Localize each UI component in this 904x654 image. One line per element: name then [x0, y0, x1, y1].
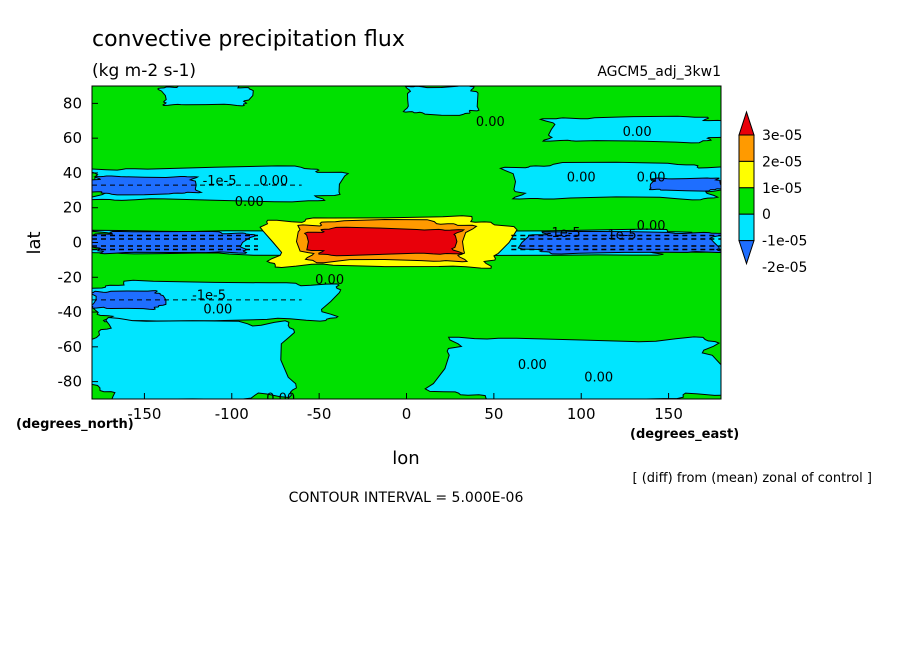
x-axis: -150 -100 -50 0 50 100 150 [127, 393, 683, 423]
contour-fields [92, 86, 721, 399]
x-tick-label: -50 [307, 405, 332, 423]
field-region [303, 226, 466, 257]
y-tick-label: 0 [72, 234, 82, 252]
contour-label: 0.00 [637, 170, 666, 185]
field-region [517, 230, 721, 255]
colorbar-label: 0 [762, 207, 771, 223]
colorbar-arrow-bottom [738, 240, 755, 266]
x-tick-label: 0 [402, 405, 412, 423]
colorbar-arrow-top [738, 110, 755, 136]
y-tick-label: -80 [58, 373, 83, 391]
contour-label: 0.00 [476, 115, 505, 130]
field-region [92, 316, 297, 399]
contour-label: -1e-5 [603, 228, 637, 243]
x-axis-units: (degrees_east) [630, 427, 739, 442]
field-region [538, 115, 721, 144]
field-region [402, 86, 480, 116]
contour-label: 0.00 [567, 170, 596, 185]
contour-label: 0.00 [623, 125, 652, 140]
colorbar-segment [738, 134, 755, 162]
y-tick-label: -20 [58, 268, 83, 286]
colorbar: 3e-05 2e-05 1e-05 0 -1e-05 -2e-05 [738, 110, 807, 276]
contour-label: 0.00 [315, 273, 344, 288]
colorbar-label: 2e-05 [762, 154, 802, 170]
contour-label: 0.00 [518, 358, 547, 373]
contour-label: 0.00 [259, 174, 288, 189]
field-region [424, 336, 721, 399]
x-tick-label: -100 [215, 405, 249, 423]
chart-units: (kg m-2 s-1) [92, 61, 196, 81]
field-region [648, 177, 721, 192]
y-axis: 80 60 40 20 0 -20 -40 -60 -80 [58, 94, 98, 391]
contour-label: -1e-5 [547, 226, 581, 241]
colorbar-segment [738, 213, 755, 242]
x-tick-label: 100 [567, 405, 596, 423]
y-tick-label: 80 [63, 94, 82, 112]
colorbar-label: 3e-05 [762, 128, 802, 144]
chart-title: convective precipitation flux [92, 27, 405, 52]
contour-label: -1e-5 [192, 289, 226, 304]
colorbar-label: 1e-05 [762, 181, 802, 197]
field-region [157, 86, 254, 107]
colorbar-label: -1e-05 [762, 234, 807, 250]
x-axis-label: lon [392, 448, 419, 469]
y-tick-label: 40 [63, 164, 82, 182]
x-tick-label: 50 [484, 405, 503, 423]
contour-label: -1e-5 [203, 174, 237, 189]
contour-label: 0.00 [637, 219, 666, 234]
y-axis-units: (degrees_north) [16, 417, 134, 432]
negative-contour-lines [92, 184, 721, 301]
contour-label: 0.00 [235, 195, 264, 210]
contour-label: 0.00 [266, 391, 295, 406]
y-axis-label: lat [24, 231, 45, 254]
subtitle-note: [ (diff) from (mean) zonal of control ] [633, 471, 872, 486]
y-tick-label: -60 [58, 338, 83, 356]
field-region [92, 230, 257, 255]
x-tick-label: 150 [654, 405, 683, 423]
contour-labels: 0.000.000.00 0.00-1e-5 0.000.000.00-1e-5 -1… [192, 115, 666, 406]
colorbar-segment [738, 187, 755, 215]
y-tick-label: -40 [58, 303, 83, 321]
contour-interval: CONTOUR INTERVAL = 5.000E-06 [289, 490, 524, 506]
y-tick-label: 60 [63, 129, 82, 147]
contour-label: 0.00 [203, 303, 232, 318]
colorbar-label: -2e-05 [762, 260, 807, 276]
x-tick-label: -150 [127, 405, 161, 423]
colorbar-segment [738, 160, 755, 189]
contour-label: 0.00 [584, 370, 613, 385]
y-tick-label: 20 [63, 199, 82, 217]
dataset-name: AGCM5_adj_3kw1 [597, 64, 721, 80]
